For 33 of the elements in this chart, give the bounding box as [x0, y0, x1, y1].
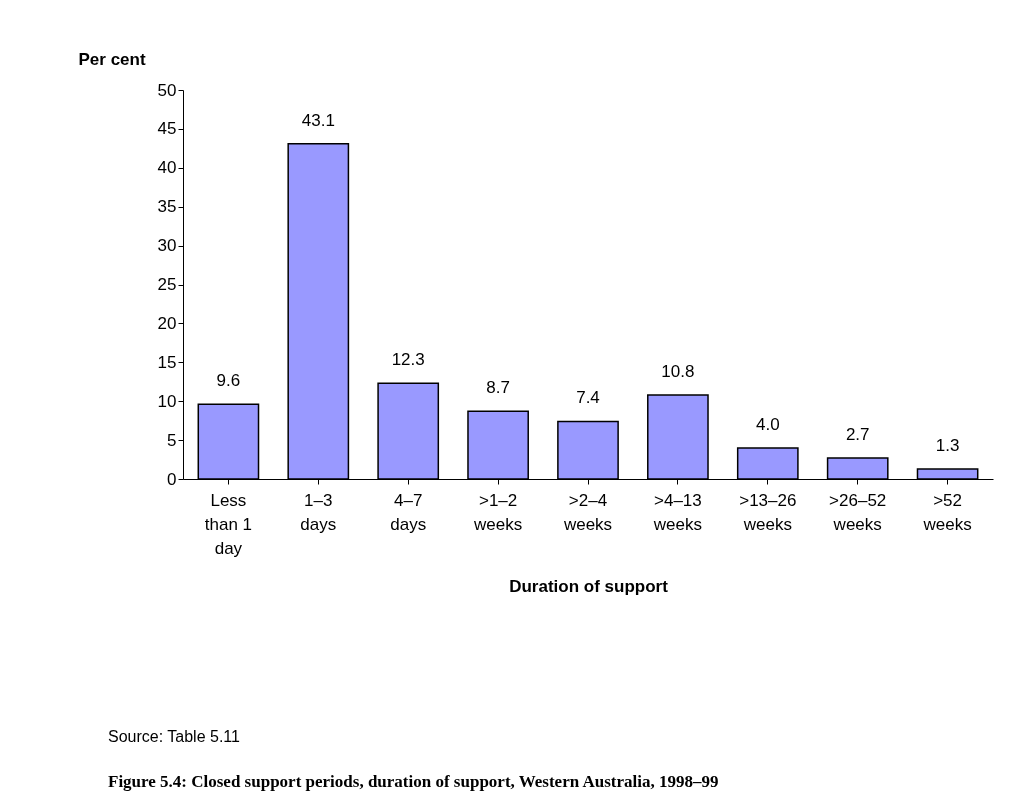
y-tick-label: 45: [157, 119, 177, 139]
data-label: 4.0: [755, 414, 780, 434]
data-label: 1.3: [935, 435, 960, 455]
x-tick-label: >26–52 weeks: [829, 490, 887, 534]
data-label: 7.4: [576, 388, 600, 408]
x-tick-label: >13–26 weeks: [739, 490, 797, 534]
data-label: 9.6: [216, 371, 241, 391]
x-axis-title: Duration of support: [509, 576, 669, 596]
y-tick-label: 15: [157, 352, 177, 372]
y-tick-label: 5: [167, 430, 177, 450]
x-tick-label: >1–2 weeks: [473, 490, 523, 534]
data-label: 43.1: [301, 110, 335, 130]
x-tick-label: 4–7 days: [390, 490, 427, 534]
y-tick-label: 20: [157, 313, 177, 333]
data-label: 10.8: [661, 361, 695, 381]
x-tick-label: Less than 1 day: [204, 490, 253, 558]
y-tick-label: 25: [157, 275, 177, 294]
x-tick-label: >52 weeks: [922, 490, 972, 534]
data-label: 12.3: [391, 350, 425, 370]
y-tick-label: 40: [157, 158, 177, 178]
text: Figure 5.4: Closed support periods, duration of support, Western Australia, 1998–99: [108, 772, 719, 791]
data-label: 2.7: [845, 424, 870, 444]
y-tick-label: 50: [157, 80, 177, 100]
y-tick-label: 35: [157, 197, 177, 217]
y-axis-title: Per cent: [78, 49, 146, 69]
data-label: 8.7: [486, 378, 510, 398]
y-tick-label: 30: [157, 236, 177, 256]
x-tick-label: >4–13 weeks: [652, 490, 702, 534]
x-tick-label: 1–3 days: [300, 490, 337, 534]
y-tick-label: 10: [157, 391, 177, 411]
source-note: Source: Table 5.11: [108, 728, 241, 745]
y-tick-label: 0: [167, 469, 177, 489]
x-tick-label: >2–4 weeks: [562, 490, 613, 534]
